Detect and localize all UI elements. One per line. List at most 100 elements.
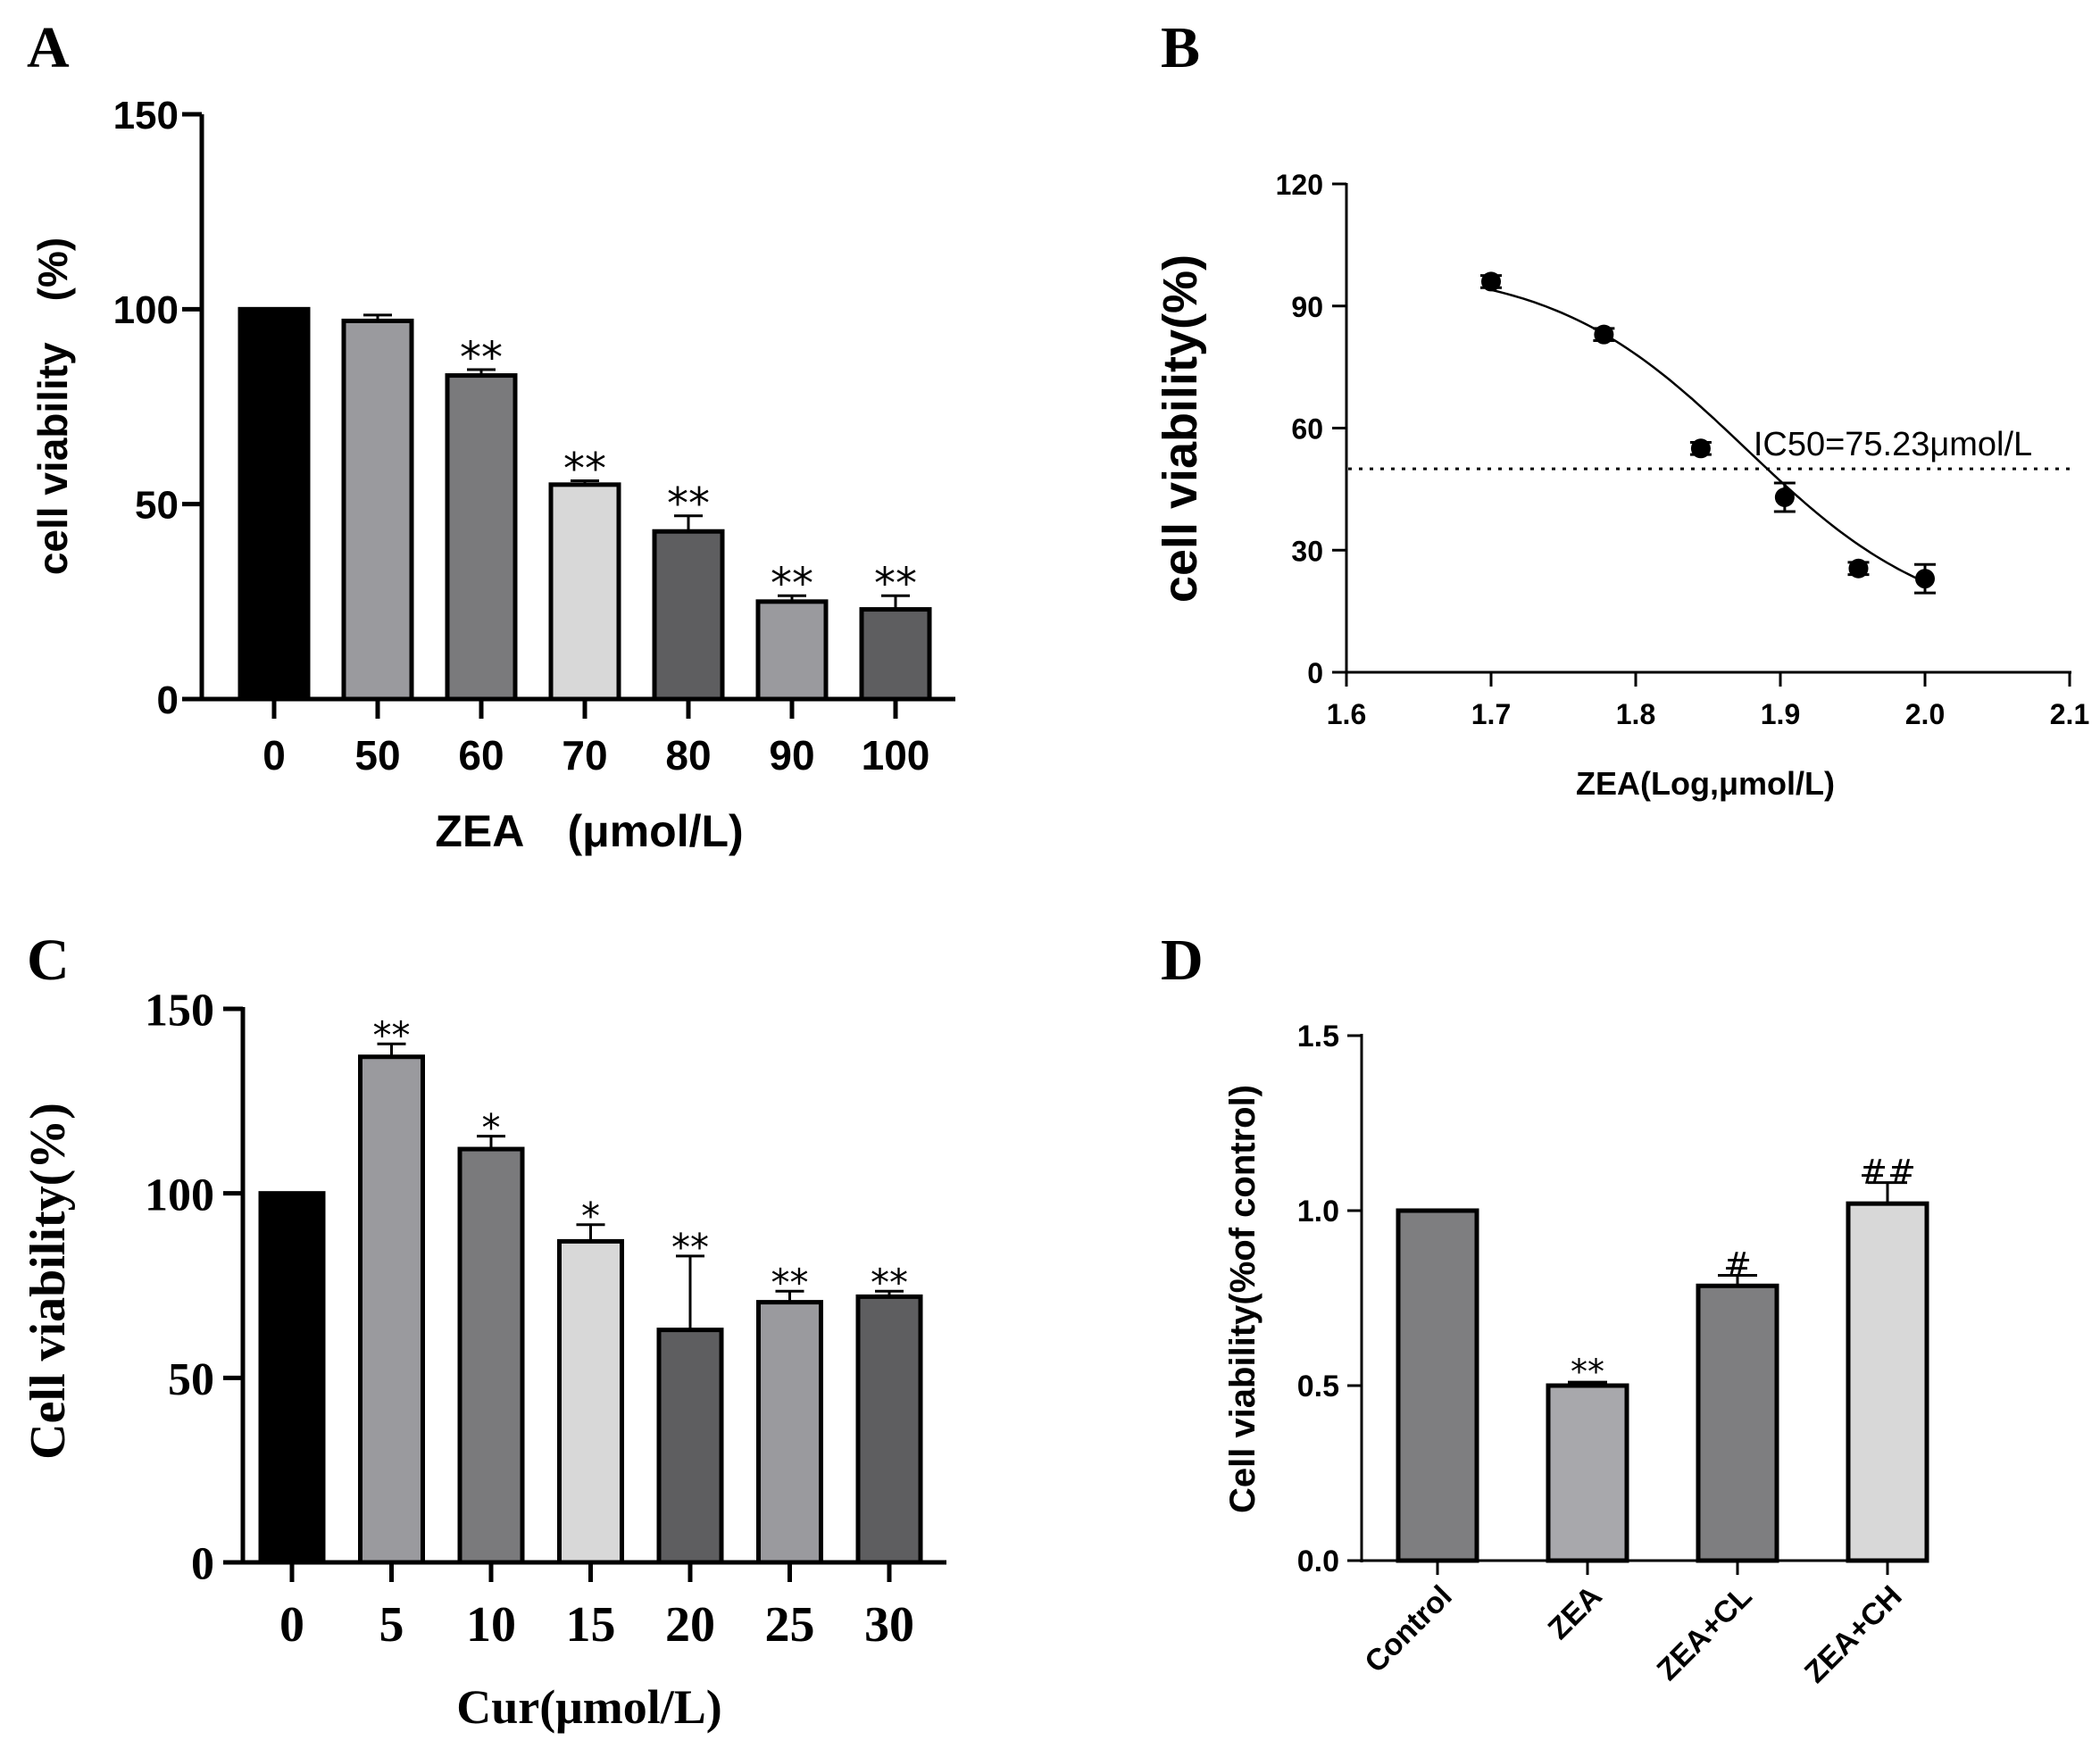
panel-d-significance-label: # xyxy=(1723,1245,1752,1285)
panel-c-x-tick-label: 20 xyxy=(665,1597,715,1653)
panel-a-plot-area: ** ** ** ** ** xyxy=(238,306,932,702)
panel-c-bar xyxy=(855,1294,923,1565)
panel-d-significance-label: ** xyxy=(1571,1352,1604,1391)
panel-c-bar xyxy=(258,1191,326,1565)
panel-a-bar xyxy=(341,318,414,702)
panel-c-bar xyxy=(557,1238,624,1565)
panel-c-x-axis-label: Cur(μmol/L) xyxy=(456,1680,722,1734)
panel-c-y-tick-label: 100 xyxy=(145,1170,214,1220)
panel-d-bar xyxy=(1396,1208,1479,1563)
panel-a-bar xyxy=(755,599,829,702)
panel-b-y-tick-label: 60 xyxy=(1291,413,1323,445)
panel-c-x-tick-label: 0 xyxy=(279,1597,304,1653)
panel-d-bar xyxy=(1696,1283,1779,1563)
panel-b-x-tick-label: 1.8 xyxy=(1616,698,1655,730)
panel-c-significance-label: * xyxy=(482,1105,501,1149)
panel-a: A ** ** ** ** ** 0 50 100 150 0 50 60 70 80 90 100 ce… xyxy=(27,15,955,856)
panel-d-plot-area: **### xyxy=(1396,1153,1929,1563)
panel-d-x-ticks: Control ZEA ZEA+CL ZEA+CH xyxy=(1358,1561,1909,1690)
panel-b-y-tick-label: 120 xyxy=(1276,169,1323,201)
panel-b-x-axis-label: ZEA(Log,μmol/L) xyxy=(1576,765,1835,802)
panel-b-data-point xyxy=(1481,271,1501,292)
panel-c-significance-label: ** xyxy=(871,1261,908,1304)
panel-b-ic50-annotation: IC50=75.23μmol/L xyxy=(1754,426,2032,463)
panel-c-significance-label: ** xyxy=(771,1261,809,1304)
panel-b-y-tick-label: 90 xyxy=(1291,291,1323,323)
panel-d-bar xyxy=(1846,1201,1929,1563)
panel-c-y-axis-label: Cell viability(%) xyxy=(21,1103,76,1460)
panel-a-significance-label: ** xyxy=(460,333,503,383)
panel-a-x-tick-label: 60 xyxy=(458,732,504,779)
panel-a-significance-label: ** xyxy=(563,444,606,494)
panel-a-x-axis-label: ZEA (μmol/L) xyxy=(435,806,743,856)
panel-b-y-tick-label: 30 xyxy=(1291,535,1323,567)
panel-a-bar xyxy=(238,306,311,702)
panel-b-x-tick-label: 1.9 xyxy=(1761,698,1800,730)
panel-c-y-tick-label: 150 xyxy=(145,986,214,1037)
panel-c-x-tick-label: 15 xyxy=(566,1597,616,1653)
panel-a-x-tick-label: 70 xyxy=(562,732,607,779)
panel-b-y-tick-label: 0 xyxy=(1307,657,1323,689)
panel-c-significance-label: ** xyxy=(671,1226,709,1270)
panel-b-data-point xyxy=(1774,487,1795,507)
panel-c-significance-label: * xyxy=(581,1195,600,1238)
panel-a-bar xyxy=(652,529,725,702)
panel-c-y-tick-label: 50 xyxy=(168,1354,214,1405)
panel-b: B 0 30 60 90 120 1.6 1.7 1.8 1.9 2.0 2.1 IC50=75.… xyxy=(1154,15,2089,802)
panel-a-letter: A xyxy=(27,15,70,80)
panel-b-data-point xyxy=(1594,324,1614,345)
panel-a-x-tick-label: 90 xyxy=(769,732,814,779)
panel-c-bar xyxy=(656,1328,724,1565)
panel-d-y-tick-label: 0.5 xyxy=(1297,1370,1339,1403)
panel-c-significance-label: ** xyxy=(373,1013,411,1057)
panel-c-x-tick-label: 25 xyxy=(765,1597,815,1653)
panel-c-bar xyxy=(358,1054,425,1565)
panel-b-data-point xyxy=(1915,569,1935,589)
panel-b-x-tick-label: 2.0 xyxy=(1905,698,1945,730)
panel-a-significance-label: ** xyxy=(771,559,813,609)
panel-c-x-ticks: 0 5 10 15 20 25 30 xyxy=(279,1562,914,1653)
panel-b-data-point xyxy=(1690,438,1711,459)
panel-a-bar xyxy=(548,482,621,702)
panel-a-y-axis-label: cell viability (%) xyxy=(29,237,76,575)
panel-c-x-tick-label: 10 xyxy=(466,1597,516,1653)
panel-d-y-axis-label: Cell viability(%of control) xyxy=(1223,1085,1262,1513)
panel-d-x-tick-label: Control xyxy=(1358,1579,1458,1679)
panel-d-y-tick-label: 0.0 xyxy=(1297,1545,1339,1578)
panel-d-letter: D xyxy=(1161,928,1204,993)
panel-a-significance-label: ** xyxy=(667,479,710,529)
panel-b-x-tick-label: 1.6 xyxy=(1327,698,1366,730)
panel-c-x-tick-label: 5 xyxy=(379,1597,404,1653)
panel-c-y-ticks: 0 50 100 150 xyxy=(145,986,243,1590)
panel-c-y-tick-label: 0 xyxy=(191,1539,214,1590)
panel-d-y-ticks: 0.0 0.5 1.0 1.5 xyxy=(1297,1020,1362,1578)
panel-c-x-tick-label: 30 xyxy=(864,1597,914,1653)
panel-b-x-tick-label: 1.7 xyxy=(1471,698,1511,730)
panel-d-x-tick-label: ZEA+CL xyxy=(1651,1579,1759,1687)
panel-b-plot-area xyxy=(1348,271,2070,595)
panel-a-y-tick-label: 100 xyxy=(113,288,179,332)
panel-d-x-tick-label: ZEA+CH xyxy=(1798,1579,1909,1690)
panel-d-bar xyxy=(1546,1383,1629,1563)
panel-a-y-tick-label: 0 xyxy=(157,679,179,722)
panel-d-x-tick-label: ZEA xyxy=(1542,1579,1609,1646)
panel-a-x-tick-label: 100 xyxy=(862,732,930,779)
panel-a-y-tick-label: 150 xyxy=(113,94,179,137)
panel-b-data-point xyxy=(1848,558,1869,579)
panel-a-x-ticks: 0 50 60 70 80 90 100 xyxy=(262,699,929,779)
panel-b-letter: B xyxy=(1161,15,1200,80)
panel-a-significance-label: ** xyxy=(874,559,917,609)
panel-a-y-ticks: 0 50 100 150 xyxy=(113,94,202,722)
panel-b-x-tick-label: 2.1 xyxy=(2050,698,2089,730)
panel-c-letter: C xyxy=(27,928,70,993)
panel-c-bar xyxy=(756,1300,823,1565)
panel-a-bar xyxy=(859,607,932,702)
panel-a-x-tick-label: 50 xyxy=(354,732,400,779)
panel-c-bar xyxy=(457,1146,525,1565)
panel-a-y-tick-label: 50 xyxy=(135,484,179,528)
panel-a-x-tick-label: 0 xyxy=(262,732,286,779)
panel-b-x-ticks: 1.6 1.7 1.8 1.9 2.0 2.1 xyxy=(1327,672,2089,730)
panel-c-plot-area: ******** ** xyxy=(258,1013,923,1565)
